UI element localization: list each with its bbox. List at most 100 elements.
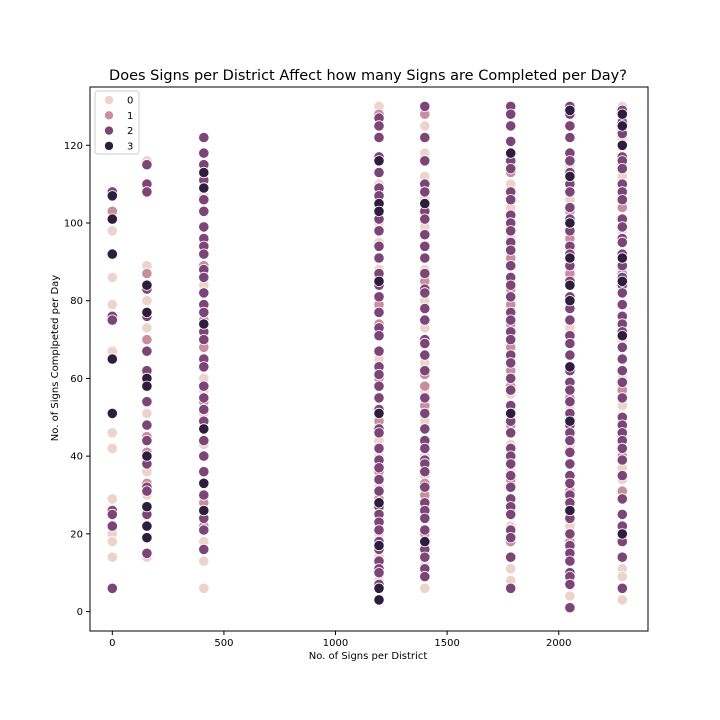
data-point — [505, 458, 517, 470]
data-point — [141, 501, 153, 513]
data-point — [373, 155, 385, 167]
data-point — [106, 314, 118, 326]
data-point — [141, 322, 153, 334]
data-point — [106, 248, 118, 260]
data-point — [198, 306, 210, 318]
data-point — [419, 392, 431, 404]
data-point — [141, 485, 153, 497]
data-point — [373, 485, 385, 497]
data-point — [505, 279, 517, 291]
data-point — [419, 302, 431, 315]
data-point — [505, 508, 517, 521]
data-point — [564, 361, 576, 373]
data-point — [141, 380, 153, 392]
data-point — [564, 434, 576, 447]
x-tick-label: 1500 — [434, 638, 459, 649]
data-point — [198, 166, 210, 179]
data-point — [505, 108, 517, 120]
data-point — [616, 508, 628, 521]
data-point — [616, 341, 628, 353]
data-point — [373, 205, 385, 217]
data-point — [564, 384, 576, 396]
data-point — [616, 120, 628, 132]
data-point — [419, 213, 431, 225]
data-point — [616, 353, 628, 365]
data-point — [616, 221, 628, 233]
data-point — [616, 365, 628, 377]
data-point — [373, 330, 385, 342]
data-point — [616, 194, 628, 206]
data-point — [505, 563, 517, 575]
data-point — [505, 357, 517, 369]
data-point — [616, 287, 628, 299]
data-point — [373, 582, 385, 594]
data-point — [198, 221, 210, 233]
data-point — [505, 225, 517, 237]
data-point — [616, 528, 628, 540]
data-point — [564, 170, 576, 182]
data-point — [198, 380, 210, 392]
data-point — [419, 100, 431, 113]
data-point — [616, 275, 628, 287]
data-point — [616, 236, 628, 248]
data-point — [106, 271, 118, 283]
data-point — [198, 194, 210, 206]
data-point — [419, 198, 431, 210]
data-point — [198, 434, 210, 447]
data-point — [373, 291, 385, 303]
data-point — [198, 555, 210, 567]
x-tick-label: 0 — [109, 638, 115, 649]
data-point — [564, 504, 576, 517]
data-point — [505, 469, 517, 482]
data-point — [564, 396, 576, 408]
legend-box — [94, 90, 140, 155]
data-point — [505, 481, 517, 493]
data-point — [141, 279, 153, 291]
y-tick-label: 120 — [64, 141, 83, 152]
plot-frame — [89, 86, 649, 632]
legend-label: 2 — [127, 126, 133, 137]
points-layer — [106, 100, 628, 614]
data-point — [616, 139, 628, 151]
data-point — [616, 442, 628, 454]
data-point — [505, 582, 517, 594]
data-point — [373, 524, 385, 536]
data-point — [505, 194, 517, 206]
data-point — [419, 524, 431, 536]
data-point — [419, 186, 431, 198]
data-point — [419, 252, 431, 264]
data-point — [616, 551, 628, 563]
data-point — [198, 248, 210, 260]
y-tick-label: 40 — [70, 452, 83, 463]
data-point — [564, 155, 576, 167]
data-point — [419, 349, 431, 361]
data-point — [198, 582, 210, 594]
data-point — [616, 582, 628, 594]
data-point — [616, 493, 628, 505]
data-point — [564, 528, 576, 540]
data-point — [373, 240, 385, 252]
data-point — [198, 182, 210, 194]
data-point — [106, 225, 118, 237]
data-point — [198, 466, 210, 478]
data-point — [564, 555, 576, 567]
data-point — [141, 434, 153, 447]
data-point — [141, 520, 153, 532]
legend-label: 0 — [127, 96, 133, 107]
data-point — [616, 163, 628, 175]
data-point — [141, 186, 153, 198]
data-point — [373, 225, 385, 237]
y-tick-label: 60 — [70, 374, 83, 385]
data-point — [198, 477, 210, 489]
data-point — [419, 551, 431, 563]
data-point — [616, 252, 628, 264]
data-point — [106, 213, 118, 225]
data-point — [198, 147, 210, 159]
data-point — [419, 240, 431, 252]
data-point — [564, 131, 576, 144]
x-tick-label: 500 — [214, 638, 233, 649]
data-point — [141, 450, 153, 462]
data-point — [564, 458, 576, 470]
data-point — [505, 384, 517, 396]
data-point — [564, 201, 576, 214]
